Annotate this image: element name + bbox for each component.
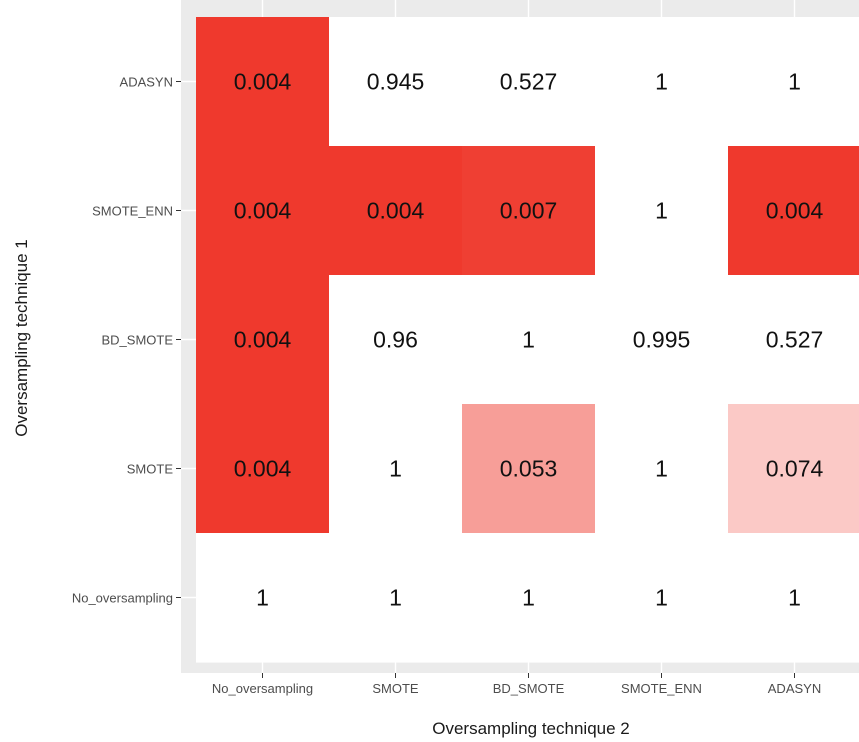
cell-value-label: 0.074 bbox=[766, 456, 824, 482]
cell-value-label: 0.995 bbox=[633, 327, 691, 353]
cell-value-label: 0.527 bbox=[500, 69, 558, 95]
cell-value-label: 0.96 bbox=[373, 327, 418, 353]
y-tick-label: BD_SMOTE bbox=[101, 333, 173, 348]
cell-value-label: 0.004 bbox=[234, 69, 292, 95]
x-tick-label: BD_SMOTE bbox=[493, 681, 565, 696]
heatmap-cell bbox=[595, 275, 729, 405]
cell-value-label: 1 bbox=[522, 585, 535, 611]
heatmap-cell bbox=[728, 17, 859, 147]
heatmap-cell bbox=[329, 17, 463, 147]
x-tick-label: SMOTE_ENN bbox=[621, 681, 702, 696]
cell-value-label: 1 bbox=[655, 69, 668, 95]
cell-value-label: 0.004 bbox=[766, 198, 824, 224]
cell-value-label: 1 bbox=[655, 585, 668, 611]
cell-value-label: 0.004 bbox=[234, 327, 292, 353]
heatmap-cell bbox=[462, 275, 596, 405]
heatmap-cell bbox=[728, 275, 859, 405]
cell-value-label: 1 bbox=[655, 456, 668, 482]
heatmap-cell bbox=[329, 533, 463, 663]
cell-value-label: 1 bbox=[522, 327, 535, 353]
x-axis-title: Oversampling technique 2 bbox=[432, 719, 630, 738]
heatmap-cell bbox=[462, 533, 596, 663]
heatmap-cell bbox=[595, 17, 729, 147]
cell-value-labels: 0.004 0.945 0.527 1 1 0.004 0.004 0.007 1 0.004 0.… bbox=[234, 69, 824, 611]
heatmap-cell bbox=[329, 275, 463, 405]
heatmap-cell bbox=[595, 533, 729, 663]
heatmap-cell bbox=[196, 275, 330, 405]
cell-value-label: 1 bbox=[389, 585, 402, 611]
cell-value-label: 0.004 bbox=[234, 198, 292, 224]
cell-value-label: 1 bbox=[256, 585, 269, 611]
cell-value-label: 0.004 bbox=[367, 198, 425, 224]
cell-value-label: 1 bbox=[788, 585, 801, 611]
x-tick-label: No_oversampling bbox=[212, 681, 313, 696]
heatmap-cell bbox=[728, 404, 859, 534]
y-axis-ticks: No_oversampling SMOTE BD_SMOTE SMOTE_ENN ADA… bbox=[72, 75, 181, 606]
x-tick-label: SMOTE bbox=[372, 681, 419, 696]
cell-value-label: 1 bbox=[788, 69, 801, 95]
heatmap-cell bbox=[196, 404, 330, 534]
y-tick-label: ADASYN bbox=[120, 75, 173, 90]
heatmap-cell bbox=[329, 146, 463, 276]
heatmap-cell bbox=[728, 146, 859, 276]
heatmap-cell bbox=[196, 146, 330, 276]
x-tick-label: ADASYN bbox=[768, 681, 821, 696]
y-tick-label: SMOTE bbox=[127, 462, 174, 477]
heatmap-cell bbox=[595, 404, 729, 534]
cell-value-label: 0.004 bbox=[234, 456, 292, 482]
heatmap-cell bbox=[196, 17, 330, 147]
heatmap-cell bbox=[196, 533, 330, 663]
heatmap-cell bbox=[595, 146, 729, 276]
cell-value-label: 0.007 bbox=[500, 198, 558, 224]
heatmap-cell bbox=[462, 404, 596, 534]
cell-value-label: 0.945 bbox=[367, 69, 425, 95]
cell-value-label: 1 bbox=[655, 198, 668, 224]
heatmap-cells bbox=[196, 17, 859, 663]
heatmap-cell bbox=[329, 404, 463, 534]
cell-value-label: 0.527 bbox=[766, 327, 824, 353]
cell-value-label: 0.053 bbox=[500, 456, 558, 482]
heatmap-cell bbox=[728, 533, 859, 663]
heatmap-cell bbox=[462, 146, 596, 276]
cell-value-label: 1 bbox=[389, 456, 402, 482]
y-tick-label: No_oversampling bbox=[72, 591, 173, 606]
x-axis-ticks: No_oversampling SMOTE BD_SMOTE SMOTE_ENN ADA… bbox=[212, 673, 821, 696]
y-axis-title: Oversampling technique 1 bbox=[12, 239, 31, 437]
y-tick-label: SMOTE_ENN bbox=[92, 204, 173, 219]
heatmap-cell bbox=[462, 17, 596, 147]
